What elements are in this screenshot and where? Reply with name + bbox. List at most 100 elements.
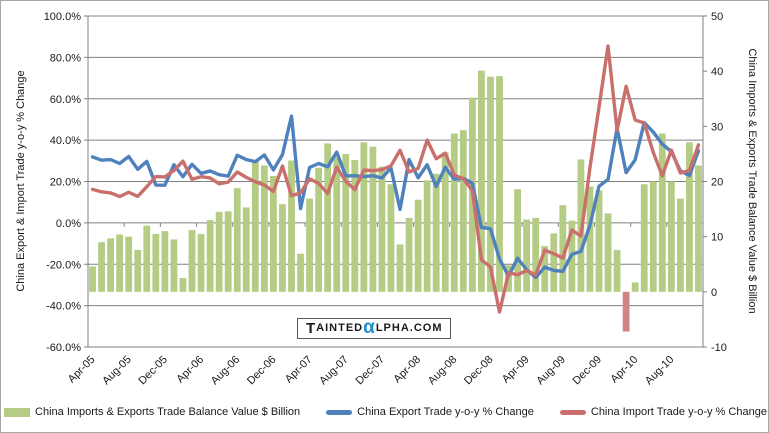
bar: [197, 233, 205, 292]
bar: [251, 160, 259, 292]
right-axis-tick-label: 50: [711, 11, 723, 23]
bar: [315, 167, 323, 292]
left-axis-tick-label: 20.0%: [50, 177, 81, 189]
bar: [179, 278, 187, 292]
left-axis-tick-label: 0.0%: [56, 218, 81, 230]
bar: [206, 220, 214, 292]
x-axis-label: Dec-05: [136, 354, 170, 388]
x-axis-label: Aug-06: [209, 354, 243, 388]
bar: [224, 211, 232, 292]
bar: [378, 166, 386, 292]
legend-item-export: China Export Trade y-o-y % Change: [326, 406, 534, 418]
export-line: [90, 114, 701, 280]
bar: [405, 217, 413, 292]
bar: [107, 238, 115, 292]
bar: [116, 234, 124, 292]
bar: [161, 231, 169, 292]
bar-swatch-icon: [4, 407, 31, 417]
x-axis-label: Aug-09: [534, 354, 568, 388]
x-axis-label: Apr-08: [391, 354, 423, 386]
right-axis-tick-label: 40: [711, 66, 723, 78]
import-line: [90, 44, 701, 314]
bar: [604, 213, 612, 292]
bar: [676, 198, 684, 292]
bar: [432, 173, 440, 292]
bar: [496, 76, 503, 292]
left-axis-tick-label: 100.0%: [44, 11, 82, 23]
bar: [514, 189, 521, 292]
right-axis-tick-label: 20: [711, 177, 723, 189]
bar: [152, 233, 160, 292]
bar: [559, 205, 567, 292]
x-axis-label: Aug-08: [426, 354, 460, 388]
x-axis-label: Aug-05: [100, 354, 134, 388]
x-axis-label: Dec-06: [245, 354, 279, 388]
bar: [613, 249, 621, 292]
watermark-text: LPHA.COM: [375, 322, 443, 334]
bar: [270, 175, 277, 292]
bar: [342, 153, 350, 292]
right-axis-tick-label: 30: [711, 121, 723, 133]
right-axis-title: China Imports & Exports Trade Balance Va…: [746, 48, 758, 314]
x-axis-label: Apr-07: [283, 354, 315, 386]
bar: [134, 249, 142, 292]
bar: [550, 233, 558, 292]
bar: [215, 211, 223, 292]
watermark: T AINTED α LPHA.COM: [297, 317, 452, 339]
bar: [595, 190, 603, 292]
right-axis-tick-label: -10: [711, 342, 727, 354]
bar: [423, 180, 431, 292]
bar: [586, 186, 594, 292]
bar: [459, 130, 467, 292]
bar: [450, 133, 458, 292]
left-axis-tick-label: 60.0%: [50, 94, 81, 106]
bar: [125, 236, 133, 292]
left-axis-title: China Export & Import Trade y-o-y % Chan…: [15, 70, 27, 292]
alpha-glyph: α: [363, 317, 376, 338]
legend-label: China Imports & Exports Trade Balance Va…: [35, 406, 301, 418]
right-axis-tick-label: 0: [711, 287, 717, 299]
bar: [89, 266, 96, 292]
legend: China Imports & Exports Trade Balance Va…: [1, 400, 768, 424]
bar: [233, 188, 241, 292]
bar: [260, 165, 268, 292]
bar: [143, 225, 151, 292]
bar: [297, 253, 304, 292]
line-swatch-icon: [559, 409, 586, 415]
left-axis-tick-label: -20.0%: [46, 259, 81, 271]
x-axis-label: Apr-09: [500, 354, 532, 386]
line-swatch-icon: [326, 409, 353, 415]
bar: [369, 146, 377, 292]
bar: [288, 160, 295, 292]
bar: [686, 142, 693, 292]
bar: [279, 204, 286, 292]
bar: [667, 181, 675, 292]
bar: [478, 70, 485, 292]
bar: [333, 157, 341, 292]
right-axis-tick-label: 10: [711, 232, 723, 244]
bar: [640, 184, 648, 292]
bar: [649, 181, 657, 292]
legend-label: China Export Trade y-o-y % Change: [357, 406, 534, 418]
bar: [523, 219, 531, 292]
legend-item-trade-balance: China Imports & Exports Trade Balance Va…: [4, 406, 300, 418]
bar: [695, 165, 702, 292]
x-axis-label: Aug-07: [317, 354, 351, 388]
x-axis-label: Dec-08: [462, 354, 496, 388]
legend-label: China Import Trade y-o-y % Change: [590, 406, 767, 418]
bar: [387, 184, 395, 292]
bar: [487, 76, 494, 292]
bar: [351, 159, 359, 292]
x-axis-label: Dec-07: [353, 354, 387, 388]
x-axis-label: Apr-05: [66, 354, 98, 386]
x-axis-label: Apr-06: [174, 354, 206, 386]
x-axis-label: Aug-10: [643, 354, 677, 388]
bar: [188, 230, 196, 292]
bar: [170, 239, 178, 292]
left-axis-tick-label: -60.0%: [46, 342, 81, 354]
bar: [532, 217, 540, 292]
bar: [396, 244, 404, 292]
watermark-text: AINTED: [316, 322, 364, 334]
